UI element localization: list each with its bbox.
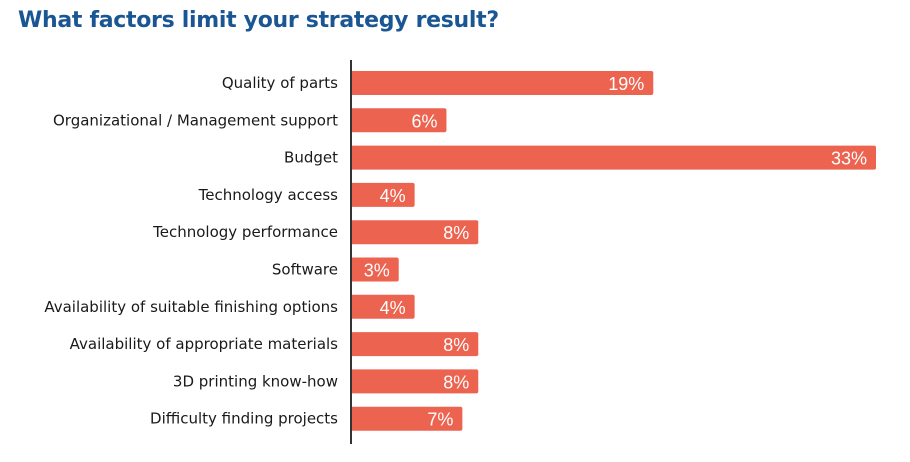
- category-label: Technology access: [198, 186, 339, 204]
- category-label: Organizational / Management support: [53, 111, 338, 129]
- bar: [351, 257, 399, 282]
- value-label: 6%: [411, 111, 437, 131]
- category-label: Quality of parts: [222, 74, 338, 92]
- category-label: Budget: [284, 149, 338, 167]
- bar: [351, 145, 876, 170]
- bar: [351, 182, 415, 207]
- bar: [351, 406, 463, 431]
- bar: [351, 332, 479, 357]
- value-label: 4%: [380, 186, 406, 206]
- chart-title: What factors limit your strategy result?: [18, 8, 499, 33]
- category-label: Software: [272, 261, 338, 279]
- value-label: 7%: [427, 410, 453, 430]
- bar: [351, 220, 479, 245]
- category-label: 3D printing know-how: [173, 372, 338, 390]
- bar: [351, 294, 415, 319]
- bar: [351, 108, 447, 133]
- value-label: 8%: [443, 372, 469, 392]
- bar: [351, 369, 479, 394]
- value-label: 3%: [364, 261, 390, 281]
- bar: [351, 71, 654, 95]
- category-label: Availability of suitable finishing optio…: [44, 298, 338, 316]
- value-label: 19%: [608, 74, 644, 94]
- value-label: 8%: [443, 335, 469, 355]
- value-label: 4%: [380, 298, 406, 318]
- value-label: 33%: [831, 149, 867, 169]
- value-label: 8%: [443, 223, 469, 243]
- category-label: Difficulty finding projects: [150, 410, 338, 428]
- category-label: Availability of appropriate materials: [70, 335, 339, 353]
- category-label: Technology performance: [152, 223, 338, 241]
